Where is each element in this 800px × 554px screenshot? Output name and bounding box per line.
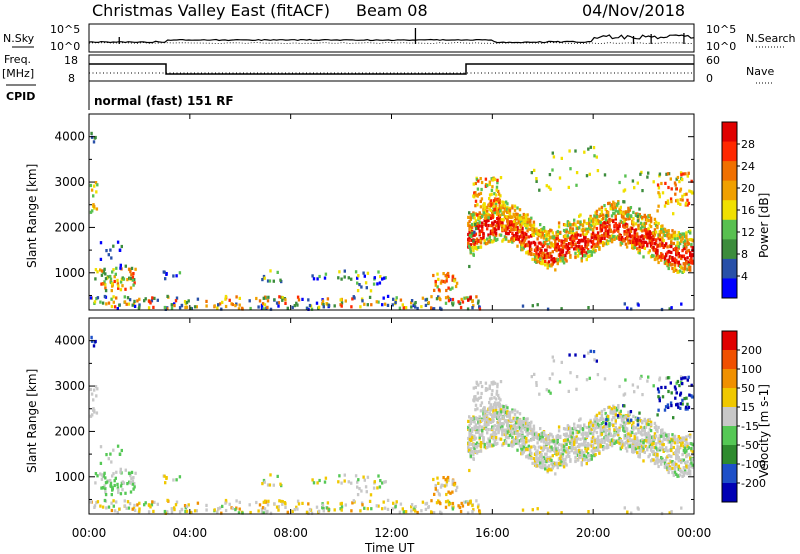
power-colorbar-label: Power [dB] xyxy=(757,193,771,258)
y-tick-label: 4000 xyxy=(54,334,85,348)
nsky-label: N.Sky xyxy=(3,32,35,45)
freq-tick-18: 18 xyxy=(64,54,78,67)
colorbar-tick: 20 xyxy=(741,182,755,195)
colorbar-tick: 12 xyxy=(741,226,755,239)
beam-label: Beam 08 xyxy=(356,1,428,20)
x-tick-label: 20:00 xyxy=(576,526,611,540)
nsearch-tick-top: 10^5 xyxy=(706,23,736,36)
y-tick-label: 2000 xyxy=(54,424,85,438)
colorbar-tick: -50 xyxy=(741,439,759,452)
power-ylabel: Slant Range [km] xyxy=(25,164,39,268)
nsearch-label: N.Search xyxy=(746,32,796,45)
cpid-label: CPID xyxy=(6,90,35,103)
colorbar-tick: 200 xyxy=(741,344,762,357)
velocity-yticks: 4000 3000 2000 1000 xyxy=(54,334,694,500)
velocity-panel-frame xyxy=(88,317,695,515)
x-tick-label: 00:00 xyxy=(677,526,712,540)
x-tick-label: 12:00 xyxy=(374,526,409,540)
power-panel-frame xyxy=(88,113,695,311)
colorbar-tick: -200 xyxy=(741,477,766,490)
freq-label-1: Freq. xyxy=(4,53,31,66)
nsky-tick-bottom: 10^0 xyxy=(50,40,80,53)
nsearch-tick-bottom: 10^0 xyxy=(706,40,736,53)
freq-series xyxy=(89,63,694,75)
freq-panel-frame xyxy=(88,54,695,82)
x-axis: 00:00 04:00 08:00 12:00 16:00 20:00 00:00 xyxy=(72,114,712,540)
y-tick-label: 1000 xyxy=(54,266,85,280)
colorbar-tick: 100 xyxy=(741,363,762,376)
power-colorbar: 28 24 20 16 12 8 4 xyxy=(721,121,755,299)
freq-label-2: [MHz] xyxy=(2,67,34,80)
velocity-colorbar: 200 100 50 15 -15 -50 -100 -200 xyxy=(721,330,766,503)
nsky-tick-top: 10^5 xyxy=(50,23,80,36)
y-tick-label: 3000 xyxy=(54,379,85,393)
nsky-panel-frame xyxy=(88,23,695,53)
velocity-heatmap xyxy=(89,335,694,516)
colorbar-tick: 16 xyxy=(741,204,755,217)
colorbar-tick: 4 xyxy=(741,270,748,283)
colorbar-tick: -100 xyxy=(741,458,766,471)
station-title: Christmas Valley East (fitACF) xyxy=(92,1,330,20)
power-yticks: 4000 3000 2000 1000 xyxy=(54,130,694,296)
x-tick-label: 08:00 xyxy=(273,526,308,540)
nave-label: Nave xyxy=(746,65,774,78)
freq-tick-8: 8 xyxy=(68,72,75,85)
x-tick-label: 16:00 xyxy=(475,526,510,540)
colorbar-tick: 50 xyxy=(741,382,755,395)
x-axis-label: Time UT xyxy=(364,541,415,554)
colorbar-tick: -15 xyxy=(741,420,759,433)
cpid-text: normal (fast) 151 RF xyxy=(94,94,234,108)
nave-tick-60: 60 xyxy=(706,54,720,67)
date-label: 04/Nov/2018 xyxy=(582,1,685,20)
colorbar-tick: 8 xyxy=(741,248,748,261)
y-tick-label: 4000 xyxy=(54,130,85,144)
y-tick-label: 1000 xyxy=(54,470,85,484)
colorbar-tick: 15 xyxy=(741,401,755,414)
y-tick-label: 2000 xyxy=(54,220,85,234)
x-tick-label: 00:00 xyxy=(72,526,107,540)
colorbar-tick: 28 xyxy=(741,138,755,151)
velocity-ylabel: Slant Range [km] xyxy=(25,369,39,473)
nsky-series xyxy=(88,34,695,44)
nsearch-series xyxy=(88,42,695,44)
velocity-colorbar-label: Velocity [m s-1] xyxy=(757,384,771,478)
colorbar-tick: 24 xyxy=(741,160,755,173)
power-heatmap xyxy=(89,131,694,312)
x-tick-label: 04:00 xyxy=(173,526,208,540)
y-tick-label: 3000 xyxy=(54,175,85,189)
nsky-spikes xyxy=(118,28,685,44)
nave-tick-0: 0 xyxy=(706,72,713,85)
